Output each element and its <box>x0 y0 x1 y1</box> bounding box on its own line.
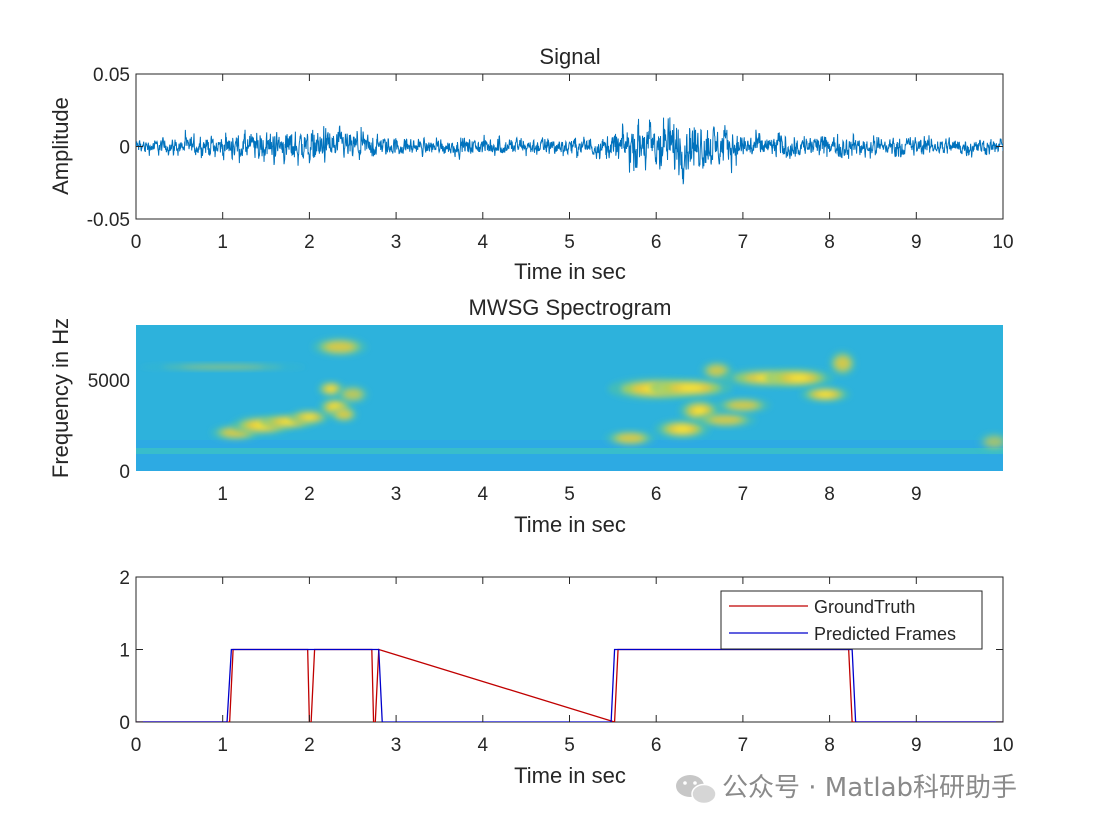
spectrogram-blob <box>139 363 306 371</box>
x-tick-label: 5 <box>564 735 575 756</box>
wechat-icon <box>676 775 717 805</box>
spectrogram-blob <box>715 397 771 414</box>
x-tick-label: 4 <box>478 484 489 505</box>
spectrogram-blob <box>764 368 834 388</box>
spectrogram-title: MWSG Spectrogram <box>469 295 672 320</box>
y-tick-label: 0 <box>119 713 130 734</box>
spectrogram-low-band <box>136 440 1003 471</box>
spectrogram-blobs <box>139 337 1003 452</box>
x-tick-label: 6 <box>651 735 662 756</box>
spectrogram-blob <box>977 431 1003 452</box>
spectrogram-blob <box>312 337 368 357</box>
legend-label-groundtruth: GroundTruth <box>814 597 915 617</box>
spectrogram-xlabel: Time in sec <box>514 512 626 537</box>
spectrogram-ylabel: Frequency in Hz <box>48 318 73 478</box>
y-tick-label: 0 <box>119 138 130 159</box>
x-tick-label: 2 <box>304 735 315 756</box>
frames-x-ticks: 0 1 2 3 4 5 6 7 8 9 10 <box>131 577 1014 756</box>
x-tick-label: 10 <box>992 735 1013 756</box>
x-tick-label: 4 <box>478 735 489 756</box>
signal-xlabel: Time in sec <box>514 259 626 284</box>
spectrogram-blob <box>288 408 331 426</box>
spectrogram-image <box>136 325 1003 471</box>
y-tick-label: 2 <box>119 568 130 589</box>
frames-xlabel: Time in sec <box>514 763 626 788</box>
x-tick-label: 3 <box>391 232 402 253</box>
x-tick-label: 10 <box>992 232 1013 253</box>
x-tick-label: 4 <box>478 232 489 253</box>
x-tick-label: 0 <box>131 232 142 253</box>
signal-plot-area <box>136 117 1003 185</box>
series-predicted-frames <box>136 648 1003 722</box>
x-tick-label: 1 <box>217 232 228 253</box>
spectrogram-blob <box>649 378 733 398</box>
spectrogram-blob <box>654 419 710 439</box>
spectrogram-x-ticks: 1 2 3 4 5 6 7 8 9 <box>217 484 921 505</box>
spectrogram-band-line <box>136 448 1003 454</box>
y-tick-label: 1 <box>119 641 130 662</box>
spectrogram-blob <box>695 411 757 429</box>
spectrogram-blob <box>336 384 370 405</box>
x-tick-label: 5 <box>564 484 575 505</box>
x-tick-label: 0 <box>131 735 142 756</box>
y-tick-label: 0 <box>119 462 130 483</box>
spectrogram-blob <box>605 429 656 447</box>
legend: GroundTruth Predicted Frames <box>720 590 983 650</box>
frames-y-ticks: 0 1 2 <box>119 568 1003 734</box>
x-tick-label: 9 <box>911 735 922 756</box>
x-tick-label: 3 <box>391 484 402 505</box>
y-tick-label: 0.05 <box>93 65 130 86</box>
signal-series <box>136 117 1003 185</box>
y-tick-label: 5000 <box>88 371 130 392</box>
signal-x-ticks: 0 1 2 3 4 5 6 7 8 9 10 <box>131 74 1014 253</box>
x-tick-label: 7 <box>738 484 749 505</box>
signal-y-ticks: -0.05 0 0.05 <box>87 65 1003 231</box>
x-tick-label: 1 <box>217 735 228 756</box>
watermark: 公众号 · Matlab科研助手 <box>676 773 1017 805</box>
spectrogram-y-ticks: 0 5000 <box>88 371 130 483</box>
x-tick-label: 9 <box>911 484 922 505</box>
spectrogram-blob <box>828 350 857 377</box>
x-tick-label: 8 <box>824 484 835 505</box>
spectrogram-blob <box>330 406 358 423</box>
x-tick-label: 2 <box>304 232 315 253</box>
x-tick-label: 6 <box>651 484 662 505</box>
spectrogram-panel: MWSG Spectrogram 1 2 3 4 5 6 7 8 9 0 5000 Time in… <box>48 295 1003 537</box>
legend-label-predicted: Predicted Frames <box>814 624 956 644</box>
x-tick-label: 2 <box>304 484 315 505</box>
watermark-text: 公众号 · Matlab科研助手 <box>722 773 1017 803</box>
x-tick-label: 5 <box>564 232 575 253</box>
legend-box <box>720 590 983 650</box>
x-tick-label: 6 <box>651 232 662 253</box>
x-tick-label: 7 <box>738 735 749 756</box>
y-tick-label: -0.05 <box>87 210 130 231</box>
x-tick-label: 8 <box>824 232 835 253</box>
frames-panel: 0 1 2 3 4 5 6 7 8 9 10 0 1 2 Time in sec GroundTruth… <box>119 568 1013 788</box>
x-tick-label: 8 <box>824 735 835 756</box>
spectrogram-blob <box>800 386 851 403</box>
signal-title: Signal <box>539 44 600 69</box>
x-tick-label: 1 <box>217 484 228 505</box>
x-tick-label: 9 <box>911 232 922 253</box>
signal-ylabel: Amplitude <box>48 97 73 195</box>
x-tick-label: 3 <box>391 735 402 756</box>
spectrogram-blob <box>700 360 734 381</box>
x-tick-label: 7 <box>738 232 749 253</box>
